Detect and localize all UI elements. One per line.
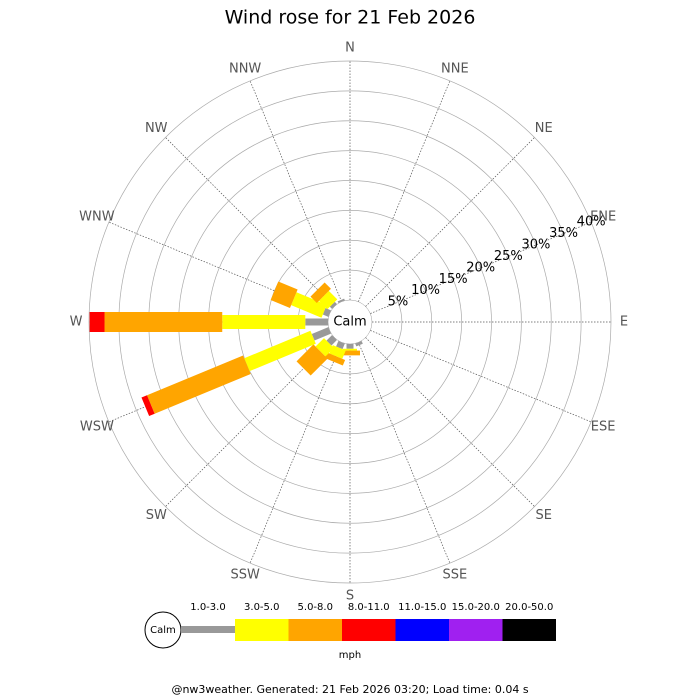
spoke	[358, 80, 451, 302]
bar-segment	[324, 352, 346, 366]
spoke	[249, 80, 342, 302]
ring-label: 30%	[521, 237, 550, 252]
direction-label: ESE	[591, 419, 616, 434]
bar-segment	[340, 350, 360, 356]
legend-label: 3.0-5.0	[244, 602, 279, 613]
bar-segment	[244, 330, 316, 372]
spoke	[370, 330, 592, 423]
direction-label: ENE	[590, 210, 616, 225]
legend-swatch	[181, 626, 235, 633]
ring-label: 15%	[439, 272, 468, 287]
bar-segment	[343, 348, 357, 351]
bar-segment	[329, 345, 346, 359]
direction-label: SSW	[230, 568, 260, 583]
bar-segment	[270, 281, 298, 308]
bar-segment	[315, 338, 334, 357]
bar-segment	[291, 292, 327, 318]
grid-ring	[88, 60, 612, 584]
ring-label: 35%	[549, 226, 578, 241]
direction-label: NE	[535, 121, 553, 136]
spoke	[358, 342, 451, 564]
bar-segment	[222, 315, 306, 329]
direction-label: NW	[145, 121, 168, 136]
ring-label: 10%	[411, 283, 440, 298]
bar-segment	[336, 340, 345, 350]
bar-segment	[329, 301, 337, 309]
bar-segment	[318, 290, 338, 310]
bar-segment	[141, 395, 155, 417]
legend-swatch	[342, 619, 396, 641]
legend-swatch	[235, 619, 289, 641]
bar-segment	[296, 344, 328, 376]
ring-label: 25%	[494, 249, 523, 264]
legend-swatch	[449, 619, 503, 641]
bar-segment	[346, 344, 354, 349]
bars	[89, 281, 363, 417]
bar-segment	[337, 298, 345, 304]
direction-label: NNE	[441, 61, 469, 76]
legend-calm-label: Calm	[150, 625, 176, 636]
bar-segment	[89, 312, 105, 332]
legend-label: 15.0-20.0	[452, 602, 500, 613]
bar-segment	[305, 318, 329, 326]
legend-label: 20.0-50.0	[505, 602, 553, 613]
bar-segment	[310, 282, 331, 303]
legend-label: 11.0-15.0	[398, 602, 446, 613]
ring-label: 20%	[466, 260, 495, 275]
chart-title: Wind rose for 21 Feb 2026	[225, 7, 476, 29]
direction-label: WNW	[79, 210, 115, 225]
direction-label: SE	[536, 508, 552, 523]
spoke	[165, 137, 335, 307]
direction-label: SW	[146, 508, 167, 523]
legend-label: 8.0-11.0	[348, 602, 390, 613]
bar-segment	[355, 340, 363, 347]
bar-segment	[104, 312, 223, 332]
spoke	[249, 342, 342, 564]
direction-label: WSW	[80, 419, 114, 434]
bar-segment	[322, 308, 332, 317]
legend-swatch	[502, 619, 556, 641]
spoke	[365, 337, 535, 507]
legend-swatch	[395, 619, 449, 641]
spoke	[370, 221, 592, 314]
direction-label: W	[70, 315, 83, 330]
ring-label: 5%	[388, 295, 409, 310]
direction-label: N	[345, 41, 355, 56]
direction-label: NNW	[229, 61, 261, 76]
direction-label: E	[620, 315, 628, 330]
spoke	[365, 137, 535, 307]
calm-circle	[327, 299, 373, 345]
ring-label: 40%	[577, 215, 606, 230]
bar-segment	[146, 355, 251, 414]
legend-label: 1.0-3.0	[190, 602, 225, 613]
direction-label: S	[346, 589, 354, 604]
footer: @nw3weather. Generated: 21 Feb 2026 03:2…	[171, 683, 528, 696]
direction-label: SSE	[442, 568, 467, 583]
bar-segment	[311, 327, 332, 341]
legend-swatch	[288, 619, 342, 641]
legend-label: 5.0-8.0	[298, 602, 333, 613]
legend: Calm mph 1.0-3.0 3.0-5.0 5.0-8.0 8.0-11.0 11…	[144, 602, 556, 661]
calm-label: Calm	[333, 315, 366, 330]
legend-unit: mph	[339, 650, 361, 661]
